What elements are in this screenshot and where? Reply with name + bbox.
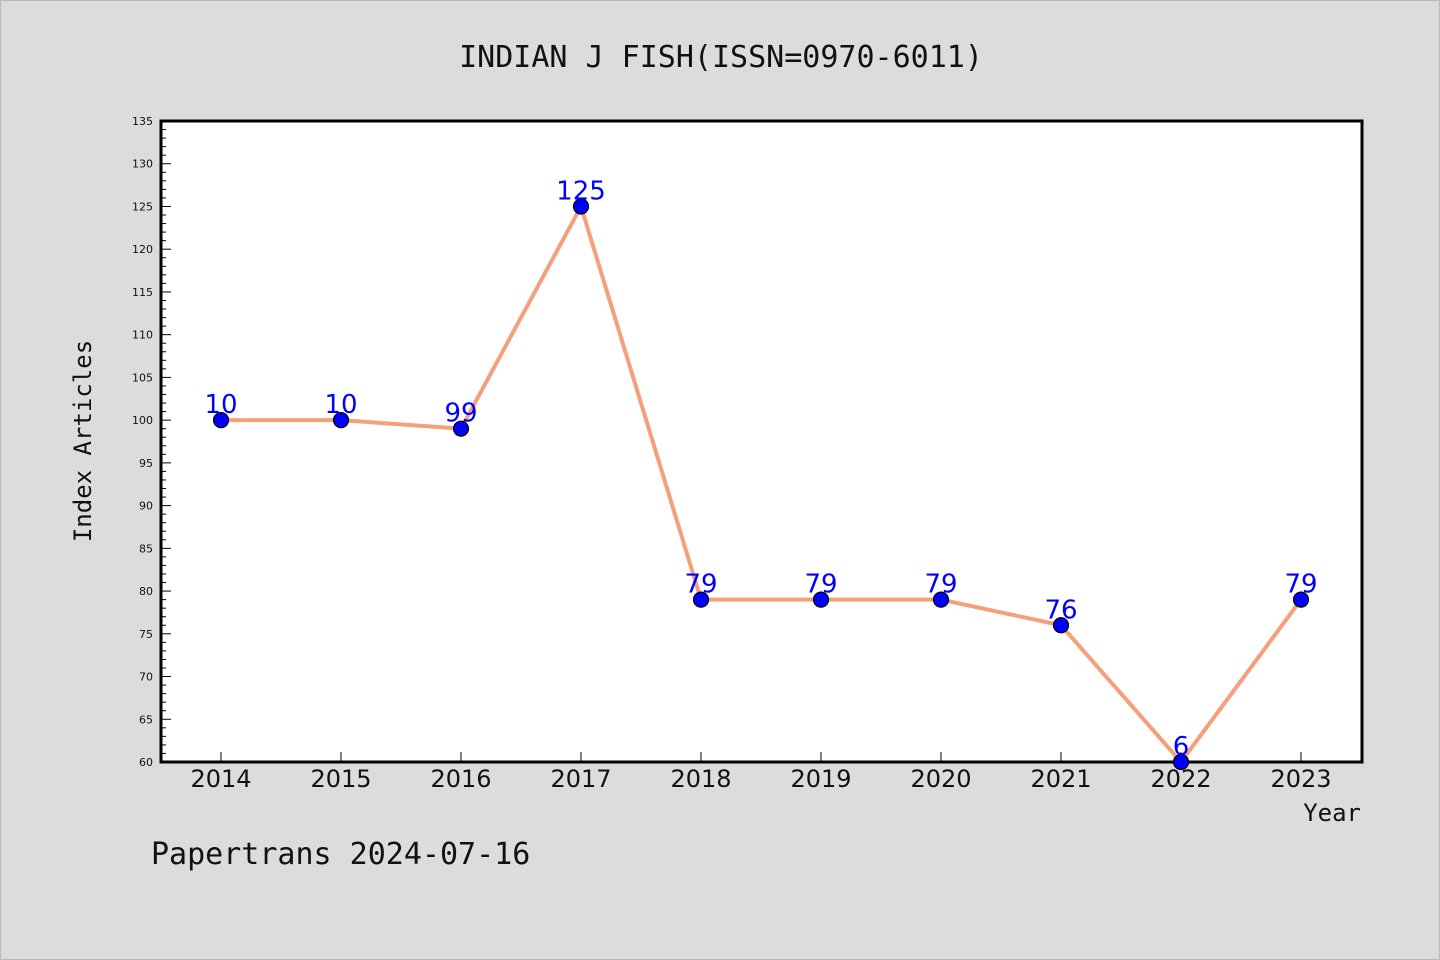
x-tick-label: 2016 [430, 765, 491, 793]
y-tick-label: 130 [132, 158, 153, 171]
series: 10 10 99 125 79 79 79 76 6 79 [204, 176, 1318, 771]
y-tick-label: 100 [132, 414, 153, 427]
data-label: 79 [1284, 570, 1317, 600]
data-label: 6 [1173, 732, 1190, 762]
y-tick-label: 85 [139, 542, 153, 555]
x-axis: 2014 2015 2016 2017 2018 2019 2020 2021 2022 2023 [190, 752, 1332, 793]
plot-area [159, 119, 1364, 764]
x-tick-label: 2014 [190, 765, 251, 793]
x-tick-label: 2023 [1270, 765, 1331, 793]
data-point [452, 420, 470, 437]
data-point [1172, 753, 1190, 771]
y-tick-label: 70 [139, 671, 153, 684]
y-tick-label: 105 [132, 371, 153, 384]
data-point [812, 591, 830, 608]
y-tick-label: 135 [132, 115, 153, 128]
x-tick-label: 2020 [910, 765, 971, 793]
x-tick-label: 2018 [670, 765, 731, 793]
y-tick-label: 90 [139, 500, 153, 513]
data-label: 10 [204, 390, 237, 420]
y-axis: 60 65 70 75 80 85 90 95 100 105 110 115 120 125 130 135 [132, 115, 171, 769]
y-tick-label: 125 [132, 200, 153, 213]
data-point [932, 591, 950, 608]
data-point [1292, 591, 1310, 608]
data-point [692, 591, 710, 608]
y-tick-label: 65 [139, 713, 153, 726]
data-label: 125 [556, 176, 606, 206]
data-label: 79 [924, 570, 957, 600]
data-label: 79 [684, 570, 717, 600]
data-point [212, 412, 230, 429]
y-tick-label: 95 [139, 457, 153, 470]
x-tick-label: 2015 [310, 765, 371, 793]
y-tick-label: 75 [139, 628, 153, 641]
series-line [221, 204, 1303, 764]
data-label: 79 [804, 570, 837, 600]
y-tick-label: 110 [132, 329, 153, 342]
x-tick-label: 2021 [1030, 765, 1091, 793]
data-label: 10 [324, 390, 357, 420]
x-tick-label: 2017 [550, 765, 611, 793]
y-tick-label: 115 [132, 286, 153, 299]
footer-watermark: Papertrans 2024-07-16 [151, 837, 530, 872]
data-label: 99 [444, 399, 477, 429]
data-label: 76 [1044, 595, 1077, 625]
data-point [1052, 617, 1070, 634]
y-axis-label: Index Articles [69, 340, 97, 542]
x-axis-label: Year [1303, 799, 1361, 827]
chart-title: INDIAN J FISH(ISSN=0970-6011) [459, 40, 983, 75]
y-tick-label: 80 [139, 585, 153, 598]
y-tick-label: 120 [132, 243, 153, 256]
data-point [572, 198, 590, 215]
x-tick-label: 2019 [790, 765, 851, 793]
y-tick-label: 60 [139, 756, 153, 769]
data-point [332, 412, 350, 429]
